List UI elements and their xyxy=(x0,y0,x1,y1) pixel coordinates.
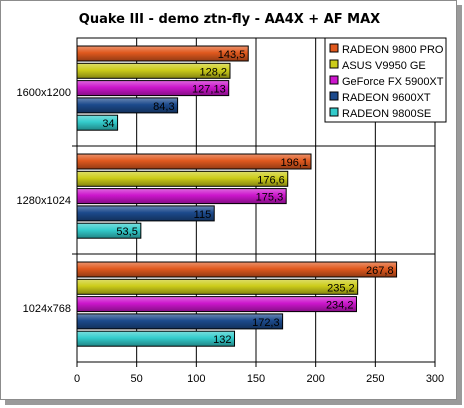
x-tick-label: 50 xyxy=(131,373,143,385)
x-tick-label: 100 xyxy=(187,373,205,385)
category-label: 1600x1200 xyxy=(17,87,71,99)
data-label: 132 xyxy=(213,334,231,346)
chart-title: Quake III - demo ztn-fly - AA4X + AF MAX xyxy=(78,12,381,27)
category-label: 1024x768 xyxy=(23,303,71,315)
data-label: 234,2 xyxy=(326,300,354,312)
category-label: 1280x1024 xyxy=(17,195,71,207)
bar xyxy=(76,45,249,62)
data-label: 235,2 xyxy=(327,282,355,294)
data-label: 196,1 xyxy=(280,157,308,169)
legend-label: RADEON 9800SE xyxy=(342,108,431,120)
bar xyxy=(76,188,287,205)
bar xyxy=(76,313,284,330)
data-label: 34 xyxy=(102,118,114,130)
x-tick-label: 0 xyxy=(74,373,80,385)
bar xyxy=(76,153,312,170)
bar xyxy=(76,278,359,295)
bar xyxy=(76,97,179,114)
legend-swatch xyxy=(329,75,339,85)
data-label: 175,3 xyxy=(256,192,284,204)
bar xyxy=(76,114,119,131)
legend-label: ASUS V9950 GE xyxy=(342,60,426,72)
bar xyxy=(76,170,289,187)
bar xyxy=(76,222,142,239)
data-label: 127,13 xyxy=(192,84,226,96)
data-label: 128,2 xyxy=(199,66,227,78)
bar xyxy=(76,296,357,313)
legend-swatch xyxy=(329,91,339,101)
bar xyxy=(76,330,236,347)
legend-swatch xyxy=(329,43,339,53)
data-label: 267,8 xyxy=(366,265,394,277)
x-tick-label: 150 xyxy=(247,373,265,385)
legend-swatch xyxy=(329,107,339,117)
legend-swatch xyxy=(329,59,339,69)
data-label: 176,6 xyxy=(257,174,285,186)
legend-box xyxy=(324,37,447,123)
x-tick-label: 200 xyxy=(306,373,324,385)
x-tick-label: 300 xyxy=(426,373,444,385)
data-label: 172,3 xyxy=(252,317,280,329)
legend-label: RADEON 9800 PRO xyxy=(342,44,444,56)
x-tick-label: 250 xyxy=(366,373,384,385)
data-label: 143,5 xyxy=(218,49,246,61)
data-label: 84,3 xyxy=(153,101,174,113)
bar xyxy=(76,261,398,278)
legend-label: GeForce FX 5900XT xyxy=(342,76,444,88)
bar xyxy=(76,205,215,222)
data-label: 115 xyxy=(194,209,212,221)
legend-label: RADEON 9600XT xyxy=(342,92,431,104)
bar xyxy=(76,62,231,79)
bar xyxy=(76,80,230,97)
data-label: 53,5 xyxy=(116,226,137,238)
